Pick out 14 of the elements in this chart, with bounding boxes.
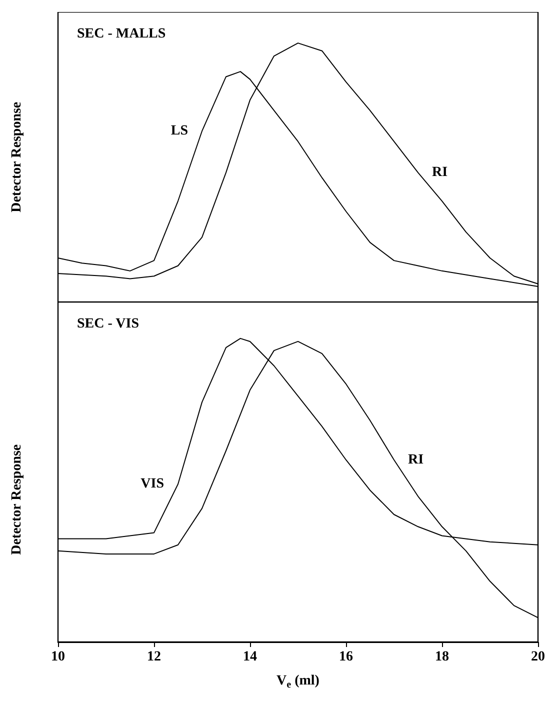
y-axis-title: Detector Response [10, 444, 24, 555]
series-label: RI [432, 165, 448, 180]
series-label: LS [170, 124, 188, 139]
y-axis-title: Detector Response [10, 102, 24, 212]
chart-title: SEC - MALLS [77, 26, 166, 42]
series-label: VIS [140, 476, 164, 492]
x-tick-label: 16 [339, 650, 353, 664]
x-tick-label: 14 [243, 650, 257, 664]
chart-title: SEC - VIS [77, 316, 140, 332]
x-tick-label: 18 [435, 650, 449, 664]
series-label: RI [408, 452, 424, 468]
x-tick-label: 12 [147, 650, 161, 664]
x-tick-label: 20 [531, 650, 545, 664]
x-tick-label: 10 [51, 650, 65, 664]
